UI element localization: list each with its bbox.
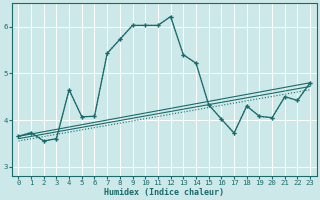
X-axis label: Humidex (Indice chaleur): Humidex (Indice chaleur) (104, 188, 224, 197)
